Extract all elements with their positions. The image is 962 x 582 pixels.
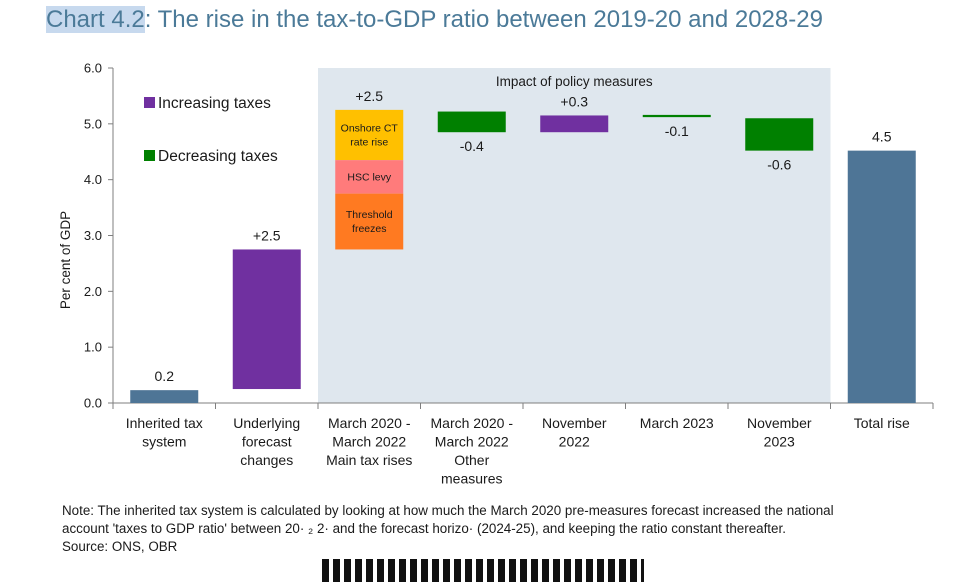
bar-segment: [335, 160, 404, 194]
x-category-label: March 2022: [332, 434, 406, 450]
x-category-label: November: [747, 415, 812, 431]
x-category-label: Inherited tax: [126, 415, 203, 431]
bar: [540, 115, 609, 133]
y-tick-label: 4.0: [84, 172, 102, 187]
bar: [745, 118, 814, 151]
y-tick-label: 5.0: [84, 116, 102, 131]
data-label: +2.5: [253, 227, 281, 243]
x-category-label: March 2020 -: [431, 415, 514, 431]
segment-label: Threshold: [346, 209, 393, 221]
chart-title-text: : The rise in the tax-to-GDP ratio betwe…: [144, 6, 823, 33]
waterfall-chart: Impact of policy measures 0.0 1.0 2.0 3.0 4.0…: [58, 61, 934, 487]
data-label: 4.5: [872, 129, 892, 145]
policy-region-label: Impact of policy measures: [496, 74, 653, 89]
segment-label: rate rise: [350, 137, 388, 149]
data-label: -0.4: [460, 138, 484, 154]
segment-label: HSC levy: [347, 171, 392, 183]
legend-label: Decreasing taxes: [158, 148, 278, 165]
y-tick-label: 3.0: [84, 228, 102, 243]
x-category-label: March 2020 -: [328, 415, 411, 431]
data-label: +0.3: [560, 93, 588, 109]
x-category-label: forecast: [242, 434, 292, 450]
x-category-label: changes: [240, 452, 293, 468]
x-category-label: March 2022: [435, 434, 509, 450]
x-category-label: November: [542, 415, 607, 431]
bar-segment: [335, 109, 404, 161]
bar: [847, 150, 916, 403]
x-category-label: March 2023: [640, 415, 714, 431]
redaction-scribble: [322, 559, 644, 582]
legend-swatch: [144, 150, 155, 161]
legend-swatch: [144, 97, 155, 108]
chart-note: Note: The inherited tax system is calcul…: [62, 502, 952, 556]
x-category-label: Main tax rises: [326, 452, 412, 468]
chart-title: Chart 4.2: The rise in the tax-to-GDP ra…: [46, 6, 823, 34]
data-label: 0.2: [155, 368, 175, 384]
y-tick-label: 2.0: [84, 284, 102, 299]
note-line-2: account 'taxes to GDP ratio' between 20·…: [62, 521, 786, 536]
y-tick-label: 1.0: [84, 340, 102, 355]
x-category-label: Other: [454, 452, 489, 468]
segment-label: freezes: [352, 223, 386, 235]
x-category-label: Underlying: [233, 415, 300, 431]
bar: [437, 111, 506, 133]
segment-label: Onshore CT: [341, 123, 399, 135]
bar: [642, 114, 711, 118]
note-line-1: Note: The inherited tax system is calcul…: [62, 503, 834, 518]
x-category-label: system: [142, 434, 186, 450]
legend-label: Increasing taxes: [158, 95, 271, 112]
x-category-label: measures: [441, 471, 502, 487]
x-category-label: 2022: [559, 434, 590, 450]
note-source: Source: ONS, OBR: [62, 539, 178, 554]
data-label: -0.6: [767, 157, 791, 173]
bar: [232, 249, 301, 390]
y-axis-label: Per cent of GDP: [58, 211, 73, 309]
bar: [130, 390, 199, 403]
data-label: +2.5: [355, 88, 383, 104]
chart-number: Chart 4.2: [46, 6, 145, 33]
data-label: -0.1: [665, 123, 689, 139]
x-category-label: 2023: [764, 434, 795, 450]
bar-segment: [335, 193, 404, 250]
y-tick-label: 0.0: [84, 396, 102, 411]
x-category-label: Total rise: [854, 415, 910, 431]
y-tick-label: 6.0: [84, 61, 102, 76]
